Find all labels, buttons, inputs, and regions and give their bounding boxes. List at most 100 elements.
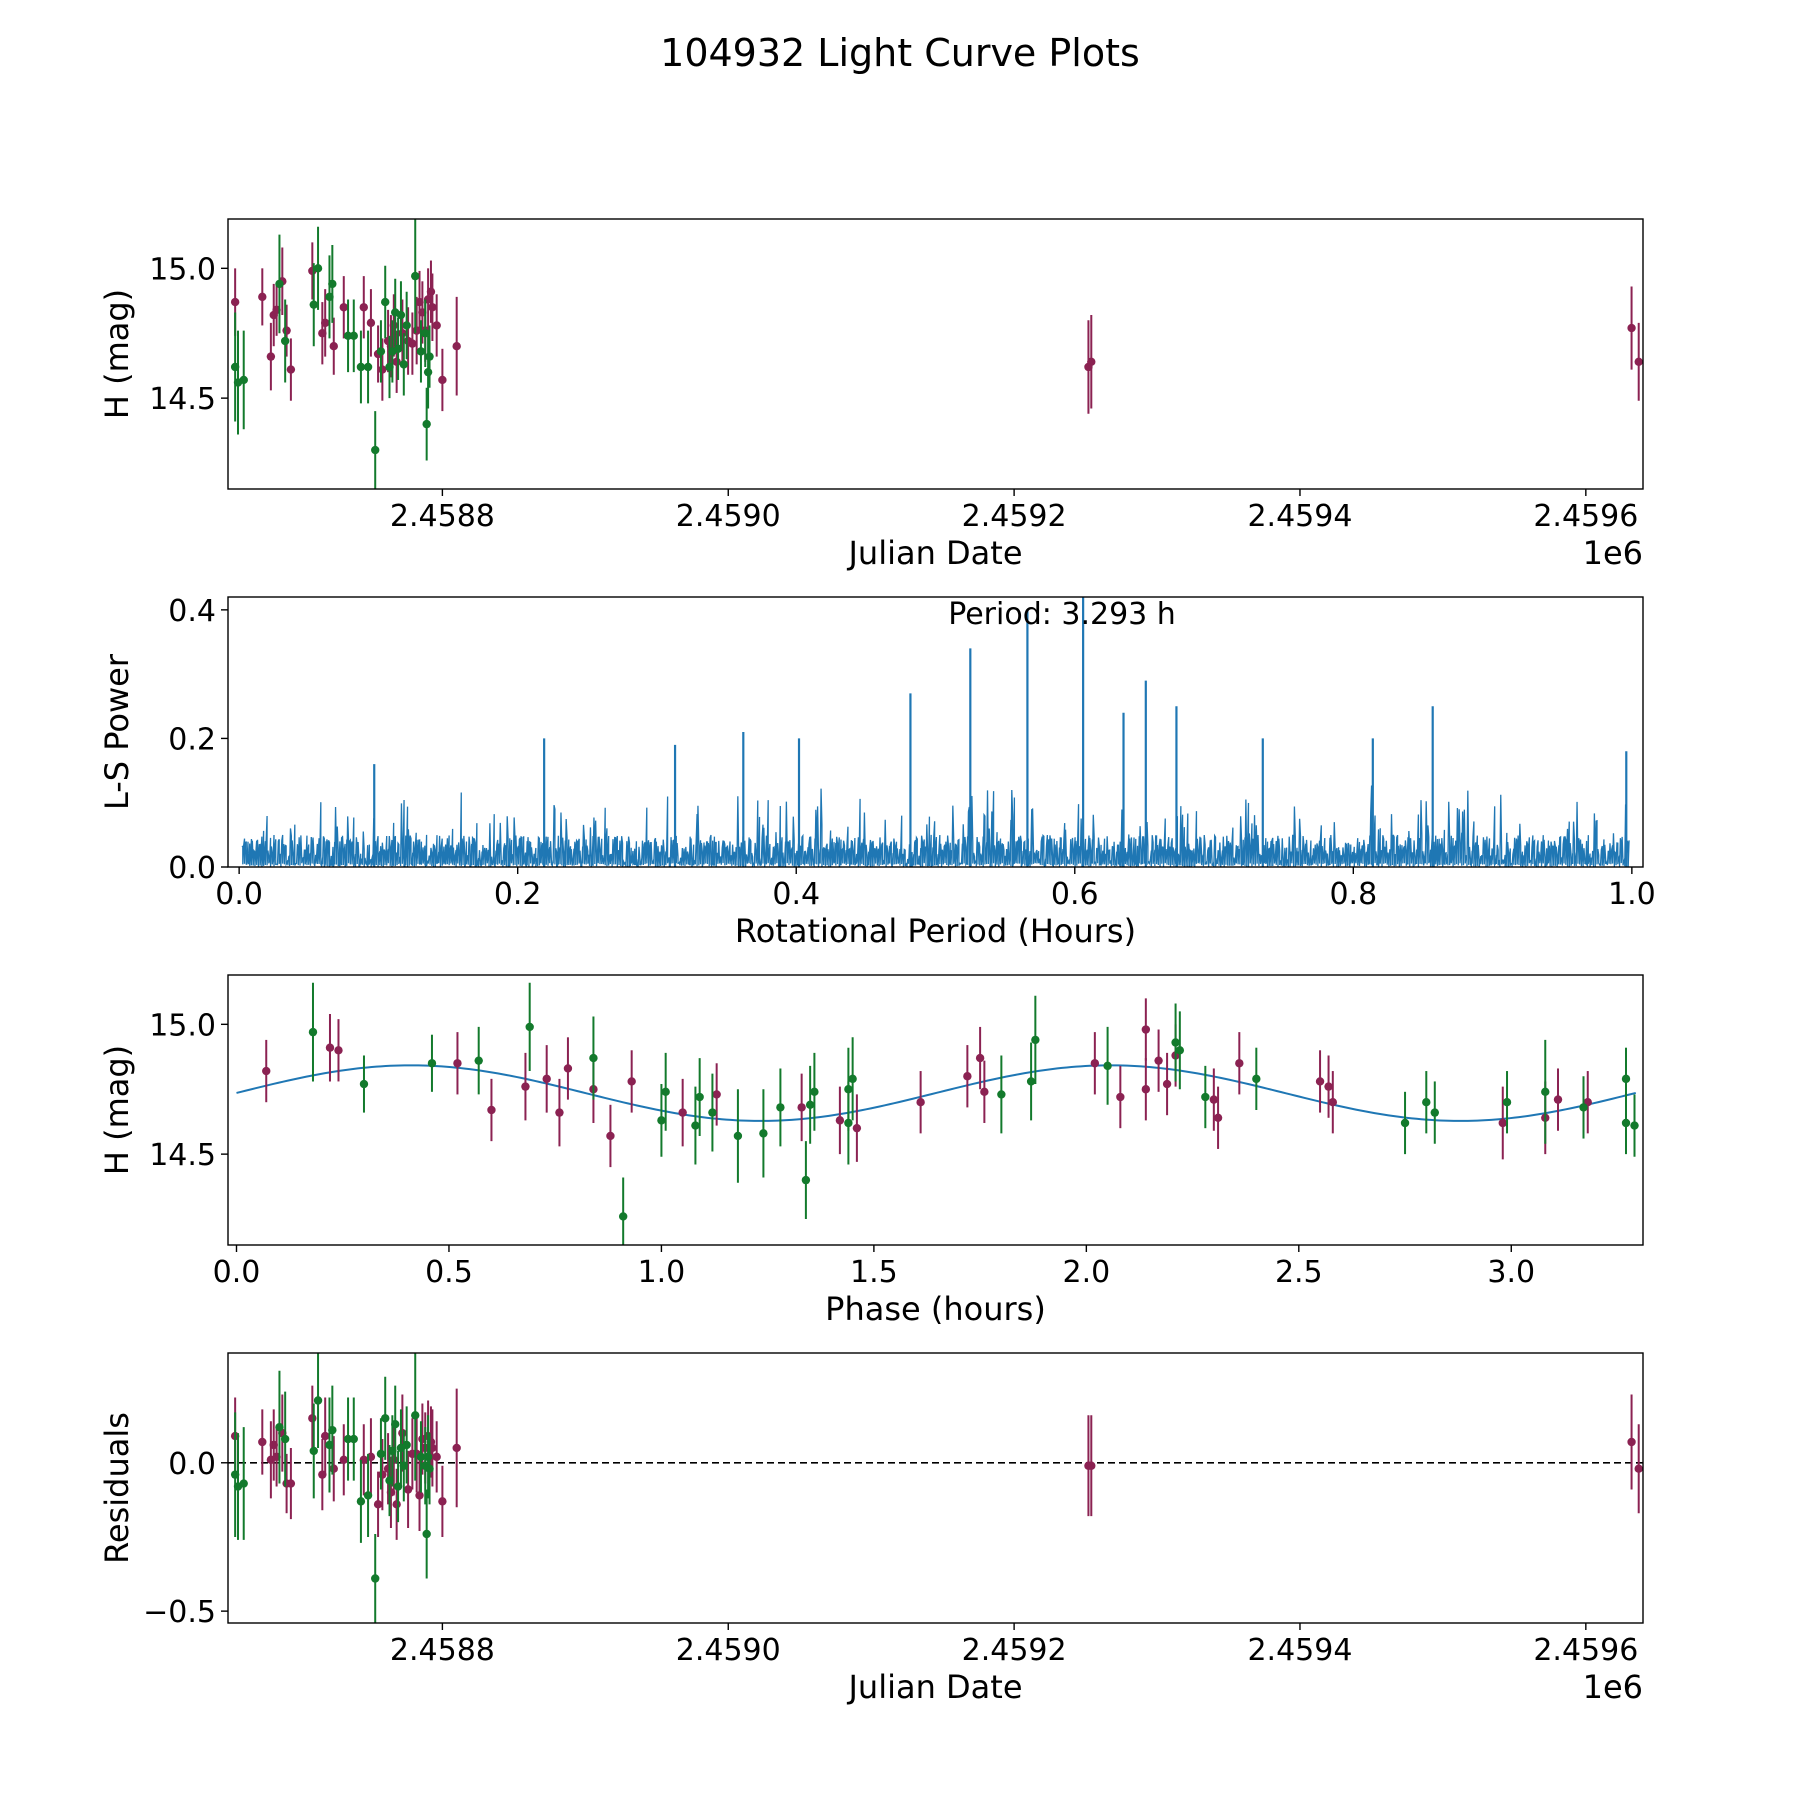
data-point — [280, 1434, 290, 1444]
data-point — [980, 1087, 989, 1097]
data-point — [1315, 1077, 1325, 1086]
axes-frame — [227, 596, 1644, 868]
data-point — [282, 326, 291, 335]
x-tick-label: 2.0 — [1062, 1255, 1110, 1290]
data-point — [1213, 1113, 1223, 1122]
data-point — [392, 357, 401, 366]
x-tick-label: 2.4588 — [390, 499, 495, 534]
data-point — [396, 310, 406, 320]
model-fit-curve — [236, 1064, 1637, 1122]
data-point — [339, 1455, 348, 1465]
data-point — [1553, 1095, 1563, 1104]
data-point — [320, 1431, 330, 1441]
data-point — [416, 1452, 426, 1462]
y-tick-label: 14.5 — [149, 1138, 216, 1173]
data-point — [1430, 1108, 1439, 1117]
x-tick-label: 0.8 — [1329, 877, 1377, 912]
x-tick-label: 2.5 — [1275, 1255, 1323, 1290]
data-point — [411, 1411, 420, 1420]
x-tick-label: 0.0 — [215, 877, 263, 912]
data-point — [1627, 323, 1636, 333]
data-point — [1541, 1087, 1550, 1097]
data-point — [1087, 357, 1096, 366]
axes-frame — [227, 974, 1644, 1246]
x-tick-label: 0.2 — [494, 877, 542, 912]
data-point — [423, 1452, 433, 1462]
data-point — [349, 1434, 358, 1444]
data-point — [525, 1022, 534, 1032]
x-tick-label: 2.4594 — [1247, 499, 1352, 534]
data-point — [542, 1074, 551, 1084]
data-point — [1324, 1082, 1333, 1091]
data-point — [329, 342, 338, 351]
data-point — [363, 362, 373, 372]
data-point — [423, 367, 433, 377]
x-tick-label: 3.0 — [1487, 1255, 1535, 1290]
panel-lightcurve: 2.4588 2.4590 2.4592 2.4594 2.4596 14.5 15.0 Ju… — [98, 218, 1644, 572]
data-point — [661, 1087, 670, 1097]
data-point — [402, 1440, 411, 1450]
plot-area — [228, 1353, 1643, 1623]
x-tick-label: 2.4592 — [962, 499, 1067, 534]
data-point — [359, 1079, 369, 1089]
data-point — [313, 1396, 323, 1405]
data-point — [308, 1414, 317, 1423]
data-point — [1141, 1085, 1151, 1094]
periodogram-noise-line — [241, 785, 1630, 867]
y-tick-label: 15.0 — [149, 1008, 216, 1043]
data-point — [678, 1108, 687, 1117]
y-tick-label: 0.2 — [168, 722, 216, 757]
data-point — [422, 1529, 431, 1539]
data-point — [521, 1082, 530, 1091]
data-point — [1162, 1079, 1172, 1089]
x-tick-label: 1.0 — [1608, 877, 1656, 912]
axes-frame — [227, 1352, 1644, 1624]
data-point — [1621, 1074, 1631, 1084]
data-point — [1502, 1098, 1512, 1107]
x-tick-label: 2.4596 — [1533, 499, 1638, 534]
data-point — [1103, 1061, 1112, 1071]
data-point — [415, 1491, 424, 1500]
data-point — [408, 339, 417, 348]
y-tick-label: 0.0 — [168, 851, 216, 886]
x-tick-label: 0.0 — [213, 1255, 261, 1290]
x-tick-label: 1.5 — [850, 1255, 898, 1290]
data-point — [258, 292, 267, 302]
data-point — [1498, 1118, 1507, 1128]
data-point — [411, 271, 420, 281]
axes-frame — [227, 218, 1644, 490]
panel-phased: 0.0 0.5 1.0 1.5 2.0 2.5 3.0 14.5 15.0 Phase (hour… — [98, 974, 1644, 1328]
data-point — [1031, 1035, 1040, 1045]
data-point — [280, 336, 290, 346]
data-point — [695, 1092, 704, 1102]
data-point — [308, 1027, 318, 1037]
data-point — [452, 1443, 461, 1453]
data-point — [776, 1103, 785, 1112]
x-axis-label: Julian Date — [846, 534, 1022, 572]
x-axis-label: Phase (hours) — [825, 1290, 1046, 1328]
y-axis-label: H (mag) — [98, 289, 136, 419]
data-point — [997, 1090, 1006, 1099]
x-tick-label: 2.4588 — [390, 1633, 495, 1668]
data-point — [328, 1425, 337, 1435]
data-point — [1621, 1118, 1631, 1128]
data-point — [474, 1056, 483, 1065]
data-point — [975, 1053, 985, 1063]
series-series_b — [230, 1353, 434, 1623]
data-point — [759, 1129, 768, 1138]
plot-area — [236, 982, 1639, 1245]
plot-area — [230, 219, 1643, 489]
data-point — [1175, 1046, 1185, 1055]
data-point — [1201, 1092, 1210, 1102]
figure-title: 104932 Light Curve Plots — [660, 31, 1140, 75]
plots-container: 2.4588 2.4590 2.4592 2.4594 2.4596 14.5 15.0 Ju… — [98, 218, 1656, 1706]
data-point — [427, 1059, 437, 1068]
data-point — [239, 375, 248, 385]
data-point — [422, 419, 431, 429]
x-tick-label: 0.5 — [425, 1255, 473, 1290]
data-point — [1422, 1098, 1431, 1107]
data-point — [376, 1449, 386, 1459]
data-point — [452, 342, 461, 351]
data-point — [733, 1131, 743, 1141]
